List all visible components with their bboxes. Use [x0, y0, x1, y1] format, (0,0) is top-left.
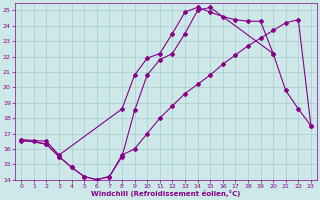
X-axis label: Windchill (Refroidissement éolien,°C): Windchill (Refroidissement éolien,°C) [92, 190, 241, 197]
